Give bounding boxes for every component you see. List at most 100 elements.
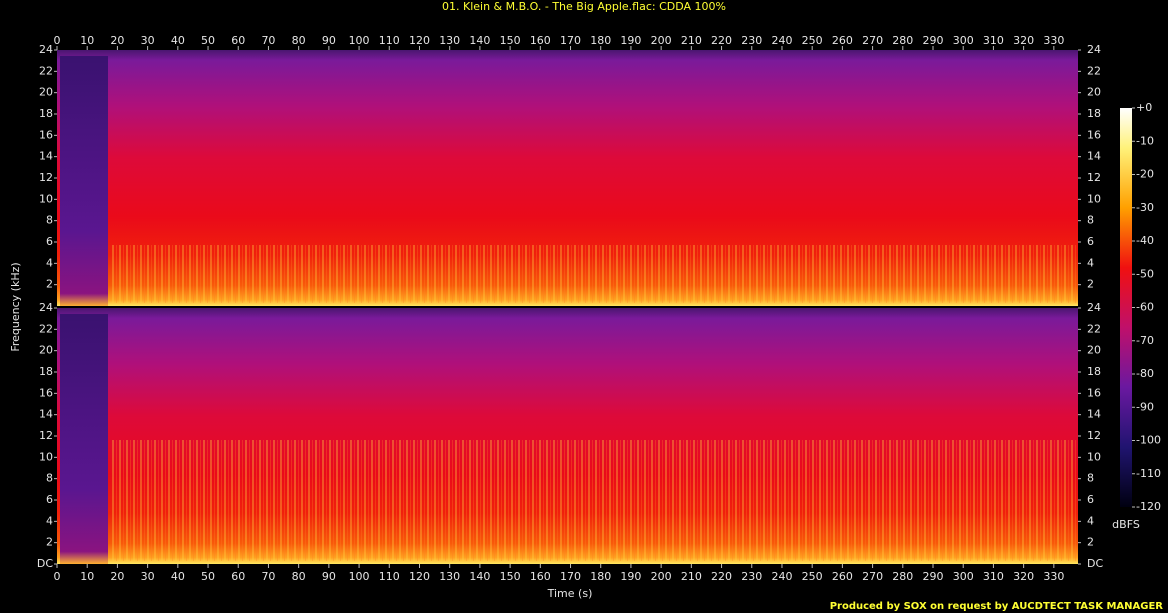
texture bbox=[110, 245, 1078, 303]
y-tick-label: 4 bbox=[46, 256, 53, 269]
x-tick-label: 100 bbox=[349, 34, 370, 47]
y-tick-label: 10 bbox=[1087, 450, 1101, 463]
colorbar-tick-label: -30 bbox=[1136, 201, 1154, 214]
x-tick-label: 40 bbox=[171, 34, 185, 47]
chart-title: 01. Klein & M.B.O. - The Big Apple.flac:… bbox=[442, 0, 726, 13]
x-tick-label: 160 bbox=[530, 34, 551, 47]
colorbar-tick-label: -20 bbox=[1136, 168, 1154, 181]
y-tick-label: 14 bbox=[39, 150, 53, 163]
y-tick-label: 16 bbox=[39, 128, 53, 141]
x-tick-label: 240 bbox=[771, 34, 792, 47]
x-tick-label: 40 bbox=[171, 570, 185, 583]
x-tick-label: 90 bbox=[322, 34, 336, 47]
x-tick-label: 120 bbox=[409, 34, 430, 47]
y-tick-label: 22 bbox=[1087, 64, 1101, 77]
x-tick-label: 290 bbox=[923, 34, 944, 47]
y-tick-label: 16 bbox=[1087, 128, 1101, 141]
y-tick-label: 20 bbox=[39, 86, 53, 99]
x-tick-label: 150 bbox=[500, 34, 521, 47]
colorbar-label: dBFS bbox=[1112, 518, 1140, 531]
y-tick-label: 8 bbox=[1087, 214, 1094, 227]
colorbar-tick-label: -80 bbox=[1136, 367, 1154, 380]
texture bbox=[110, 440, 1078, 561]
x-tick-label: 80 bbox=[292, 570, 306, 583]
x-tick-label: 70 bbox=[261, 570, 275, 583]
x-tick-label: 250 bbox=[802, 570, 823, 583]
colorbar bbox=[1120, 108, 1132, 507]
x-tick-label: 170 bbox=[560, 570, 581, 583]
colorbar-tick-label: -90 bbox=[1136, 400, 1154, 413]
y-tick-label: 6 bbox=[46, 235, 53, 248]
y-tick-label: 18 bbox=[39, 365, 53, 378]
x-tick-label: 20 bbox=[110, 34, 124, 47]
x-axis-label: Time (s) bbox=[547, 587, 593, 600]
x-tick-label: 0 bbox=[54, 570, 61, 583]
x-tick-label: 30 bbox=[141, 570, 155, 583]
x-tick-label: 280 bbox=[892, 570, 913, 583]
x-tick-label: 230 bbox=[741, 570, 762, 583]
x-tick-label: 70 bbox=[261, 34, 275, 47]
x-tick-label: 50 bbox=[201, 570, 215, 583]
x-tick-label: 190 bbox=[620, 570, 641, 583]
x-tick-label: 150 bbox=[500, 570, 521, 583]
x-tick-label: 0 bbox=[54, 34, 61, 47]
y-tick-label: 10 bbox=[39, 450, 53, 463]
x-tick-label: 30 bbox=[141, 34, 155, 47]
x-tick-label: 80 bbox=[292, 34, 306, 47]
y-tick-label: 22 bbox=[39, 322, 53, 335]
y-tick-label: 8 bbox=[46, 472, 53, 485]
y-tick-label: 24 bbox=[1087, 301, 1101, 314]
x-tick-label: 310 bbox=[983, 34, 1004, 47]
colorbar-tick-label: -100 bbox=[1136, 434, 1161, 447]
x-tick-label: 130 bbox=[439, 34, 460, 47]
x-tick-label: 130 bbox=[439, 570, 460, 583]
y-tick-label: 16 bbox=[1087, 386, 1101, 399]
y-tick-label: 12 bbox=[39, 171, 53, 184]
x-tick-label: 110 bbox=[379, 34, 400, 47]
y-tick-label: 18 bbox=[1087, 365, 1101, 378]
y-tick-label: 20 bbox=[1087, 344, 1101, 357]
y-tick-label: 6 bbox=[46, 493, 53, 506]
x-tick-label: 200 bbox=[651, 570, 672, 583]
colorbar-tick-label: -70 bbox=[1136, 334, 1154, 347]
y-tick-label: 18 bbox=[39, 107, 53, 120]
x-tick-label: 190 bbox=[620, 34, 641, 47]
y-tick-label: 12 bbox=[1087, 429, 1101, 442]
x-tick-label: 260 bbox=[832, 570, 853, 583]
y-tick-label: 20 bbox=[39, 344, 53, 357]
y-tick-label: 14 bbox=[39, 408, 53, 421]
colorbar-tick-label: +0 bbox=[1136, 101, 1152, 114]
x-tick-label: 10 bbox=[80, 34, 94, 47]
y-tick-label: 24 bbox=[1087, 43, 1101, 56]
x-tick-label: 290 bbox=[923, 570, 944, 583]
y-tick-label: 12 bbox=[1087, 171, 1101, 184]
colorbar-tick-label: -110 bbox=[1136, 467, 1161, 480]
intro-region bbox=[60, 56, 108, 306]
y-tick-label: 2 bbox=[1087, 278, 1094, 291]
colorbar-tick-label: -120 bbox=[1136, 500, 1161, 513]
x-tick-label: 220 bbox=[711, 34, 732, 47]
y-tick-label: 6 bbox=[1087, 493, 1094, 506]
colorbar-tick-label: -10 bbox=[1136, 134, 1154, 147]
spectrogram-panels bbox=[57, 50, 1078, 564]
y-axis-label: Frequency (kHz) bbox=[9, 262, 22, 351]
y-tick-label: 14 bbox=[1087, 408, 1101, 421]
x-tick-label: 320 bbox=[1013, 570, 1034, 583]
x-tick-label: 220 bbox=[711, 570, 732, 583]
x-tick-label: 140 bbox=[469, 34, 490, 47]
x-tick-label: 60 bbox=[231, 34, 245, 47]
y-tick-label: 12 bbox=[39, 429, 53, 442]
x-tick-label: 270 bbox=[862, 34, 883, 47]
y-tick-label: 8 bbox=[46, 214, 53, 227]
y-tick-label: 6 bbox=[1087, 235, 1094, 248]
x-tick-label: 10 bbox=[80, 570, 94, 583]
y-tick-label: 20 bbox=[1087, 86, 1101, 99]
x-tick-label: 330 bbox=[1043, 34, 1064, 47]
x-tick-label: 210 bbox=[681, 570, 702, 583]
x-tick-label: 140 bbox=[469, 570, 490, 583]
y-tick-label: 2 bbox=[46, 536, 53, 549]
x-tick-label: 230 bbox=[741, 34, 762, 47]
y-tick-label: 4 bbox=[46, 514, 53, 527]
y-tick-label: 22 bbox=[39, 64, 53, 77]
y-tick-label: 10 bbox=[39, 192, 53, 205]
